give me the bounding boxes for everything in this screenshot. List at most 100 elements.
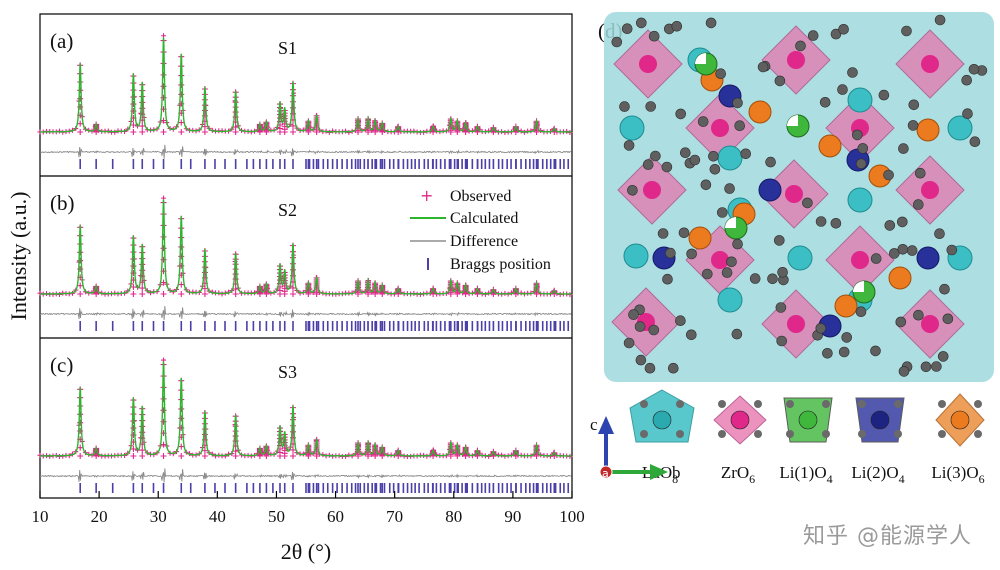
difference-series: [39, 305, 572, 321]
oxygen-atom: [931, 361, 942, 372]
oxygen-atom: [667, 362, 679, 374]
oxygen-atom: [961, 74, 973, 86]
oxygen-atom: [642, 159, 654, 170]
c-axis-arrowhead: [598, 416, 614, 434]
oxygen-atom: [855, 306, 867, 318]
oxygen-atom: [757, 61, 769, 73]
oxygen-atom: [623, 140, 635, 151]
oxygen-atom: [851, 129, 863, 141]
la-atom: [787, 245, 813, 271]
a-axis-dot: [599, 465, 613, 479]
oxygen-atom: [907, 120, 919, 131]
legend: + Observed Calculated Difference Braggs …: [410, 186, 551, 273]
oxygen-atom: [732, 97, 743, 109]
polyhedron-name: ZrO: [721, 463, 749, 482]
sample-label: S1: [278, 38, 297, 58]
polyhedron-name: Li(3)O: [931, 463, 978, 482]
oxygen-atom: [912, 199, 924, 210]
zr-atom: [851, 251, 869, 269]
center-atom: [798, 410, 818, 430]
oxygen-atom: [815, 216, 827, 227]
oxygen-atom: [740, 148, 752, 160]
oxygen-atom: [776, 335, 788, 347]
calculated-series: [40, 37, 572, 133]
oxygen-atom: [701, 268, 713, 280]
oxygen-atom: [841, 332, 853, 343]
vertex-oxygen: [858, 400, 866, 408]
x-tick-label: 50: [268, 507, 285, 526]
vertex-oxygen: [718, 430, 726, 438]
polyhedron-legend-item: ZrO6: [713, 395, 767, 486]
la-atom: [717, 287, 743, 313]
oxygen-atom: [913, 309, 924, 321]
a-axis-label: a: [602, 467, 609, 480]
oxygen-atom: [847, 67, 858, 78]
oxygen-atom: [726, 256, 737, 268]
oxygen-atom: [837, 84, 848, 95]
legend-observed-label: Observed: [450, 188, 511, 205]
x-tick-label: 70: [386, 507, 403, 526]
panel-label: (c): [50, 353, 73, 377]
zr-atom: [921, 55, 939, 73]
oxygen-atom: [884, 220, 896, 231]
oxygen-atom: [896, 216, 908, 228]
x-tick-label: 20: [91, 507, 108, 526]
calculated-series: [40, 361, 572, 457]
oxygen-atom: [807, 30, 819, 41]
oxygen-atom: [962, 108, 973, 119]
oxygen-atom: [898, 143, 909, 154]
oxygen-atom: [635, 17, 647, 29]
oxygen-atom: [883, 169, 894, 181]
oxygen-atom: [822, 347, 833, 359]
oxygen-atom: [765, 156, 776, 168]
oxygen-atom: [908, 99, 920, 111]
zr-atom: [921, 181, 939, 199]
oxygen-atom: [627, 185, 638, 196]
vertex-oxygen: [786, 400, 794, 408]
li3-atom: [748, 100, 772, 124]
b-axis-arrowhead: [650, 464, 668, 480]
polyhedron-legend-item: Li(1)O4: [779, 397, 833, 486]
oxygen-atom: [661, 161, 673, 173]
oxygen-atom: [895, 316, 907, 328]
c-axis-label: c: [590, 415, 598, 434]
oxygen-atom: [628, 309, 639, 320]
oxygen-atom: [906, 245, 918, 256]
oxygen-atom: [830, 28, 842, 40]
la-atom: [619, 115, 645, 141]
la-atom: [847, 87, 873, 113]
oxygen-atom: [939, 283, 950, 295]
li1-vacancy: [695, 53, 706, 64]
vertex-oxygen: [718, 400, 726, 408]
calculated-series: [40, 199, 572, 295]
polyhedron-legend-item: Li(3)O6: [931, 393, 985, 486]
li2-atom: [758, 178, 782, 202]
bragg-positions: [79, 483, 570, 493]
oxygen-atom: [815, 322, 827, 334]
oxygen-atom: [920, 361, 932, 373]
oxygen-atom: [870, 253, 882, 264]
center-atom: [652, 410, 672, 430]
vertex-oxygen: [894, 430, 902, 438]
xrd-refinement-chart: (a) S1 (b) S2 (c) S3 10 20 30 40 50 60 70 80 90 100 2θ…: [6, 13, 585, 564]
oxygen-atom: [775, 302, 787, 313]
vertex-oxygen: [640, 400, 648, 408]
oxygen-atom: [619, 101, 630, 112]
oxygen-atom: [934, 228, 945, 239]
oxygen-atom: [721, 267, 733, 278]
structure-lattice: [604, 12, 994, 382]
oxygen-atom: [648, 324, 660, 336]
oxygen-atom: [969, 136, 981, 147]
oxygen-atom: [732, 238, 743, 250]
oxygen-atom: [700, 179, 712, 191]
b-axis-label: b: [672, 463, 681, 482]
zr-atom: [921, 315, 939, 333]
vertex-oxygen: [754, 430, 762, 438]
oxygen-atom: [749, 273, 761, 284]
oxygen-atom: [662, 273, 673, 285]
polyhedron-name: Li(2)O: [851, 463, 898, 482]
oxygen-atom: [767, 273, 778, 285]
oxygen-atom: [774, 75, 786, 87]
oxygen-atom: [697, 116, 709, 127]
